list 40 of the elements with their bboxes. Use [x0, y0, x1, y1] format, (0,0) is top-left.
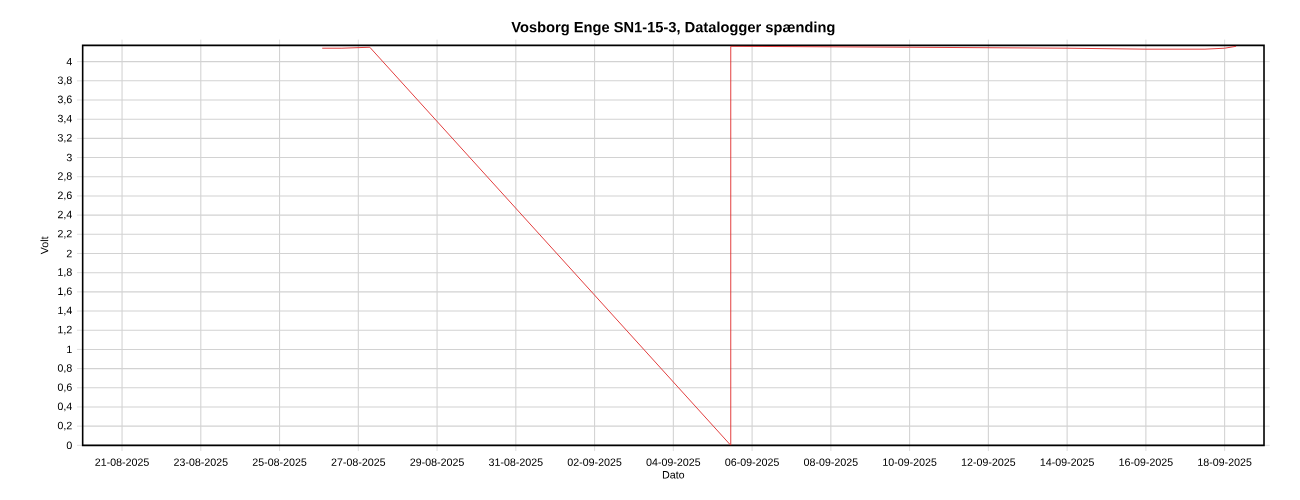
y-tick-label: 3,6	[57, 95, 72, 105]
chart-title: Vosborg Enge SN1-15-3, Datalogger spænding	[511, 21, 835, 36]
x-tick-label: 16-09-2025	[1119, 458, 1173, 466]
x-tick-label: 31-08-2025	[488, 458, 543, 466]
x-tick-label: 06-09-2025	[725, 458, 779, 466]
y-tick-label: 2,6	[57, 191, 72, 201]
x-tick-label: 25-08-2025	[252, 458, 307, 466]
y-tick-label: 2,4	[57, 210, 72, 220]
x-tick-label: 04-09-2025	[646, 458, 701, 466]
y-axis-title: Volt	[40, 236, 49, 255]
x-tick-label: 29-08-2025	[410, 458, 464, 466]
y-tick-label: 3,8	[57, 76, 72, 86]
y-tick-label: 2,2	[57, 229, 72, 239]
x-tick-label: 14-09-2025	[1040, 458, 1094, 466]
x-tick-label: 23-08-2025	[174, 458, 228, 466]
y-tick-label: 3	[66, 153, 72, 162]
x-tick-label: 10-09-2025	[883, 458, 937, 466]
x-tick-label: 02-09-2025	[567, 458, 622, 466]
y-tick-label: 1	[67, 345, 72, 354]
y-tick-label: 1,2	[58, 325, 72, 335]
x-tick-label: 12-09-2025	[961, 458, 1016, 466]
y-tick-label: 0	[66, 441, 72, 450]
y-tick-label: 4	[66, 57, 72, 66]
y-tick-label: 0,4	[57, 402, 72, 412]
y-tick-label: 2	[66, 249, 72, 258]
y-tick-label: 0,8	[57, 364, 72, 373]
x-tick-label: 18-09-2025	[1198, 458, 1252, 466]
y-tick-label: 2,8	[57, 172, 72, 182]
x-tick-label: 21-08-2025	[95, 458, 149, 466]
y-tick-label: 1,6	[58, 287, 72, 297]
y-tick-label: 1,8	[58, 268, 72, 278]
x-axis-title: Dato	[662, 471, 685, 479]
y-tick-label: 0,2	[57, 421, 72, 431]
y-tick-label: 3,2	[57, 133, 72, 143]
y-tick-label: 1,4	[58, 306, 72, 316]
x-tick-label: 08-09-2025	[803, 458, 858, 466]
x-tick-label: 27-08-2025	[331, 458, 386, 466]
line-series	[321, 45, 1237, 446]
y-tick-label: 0,6	[57, 383, 72, 393]
y-tick-label: 3,4	[57, 114, 72, 124]
